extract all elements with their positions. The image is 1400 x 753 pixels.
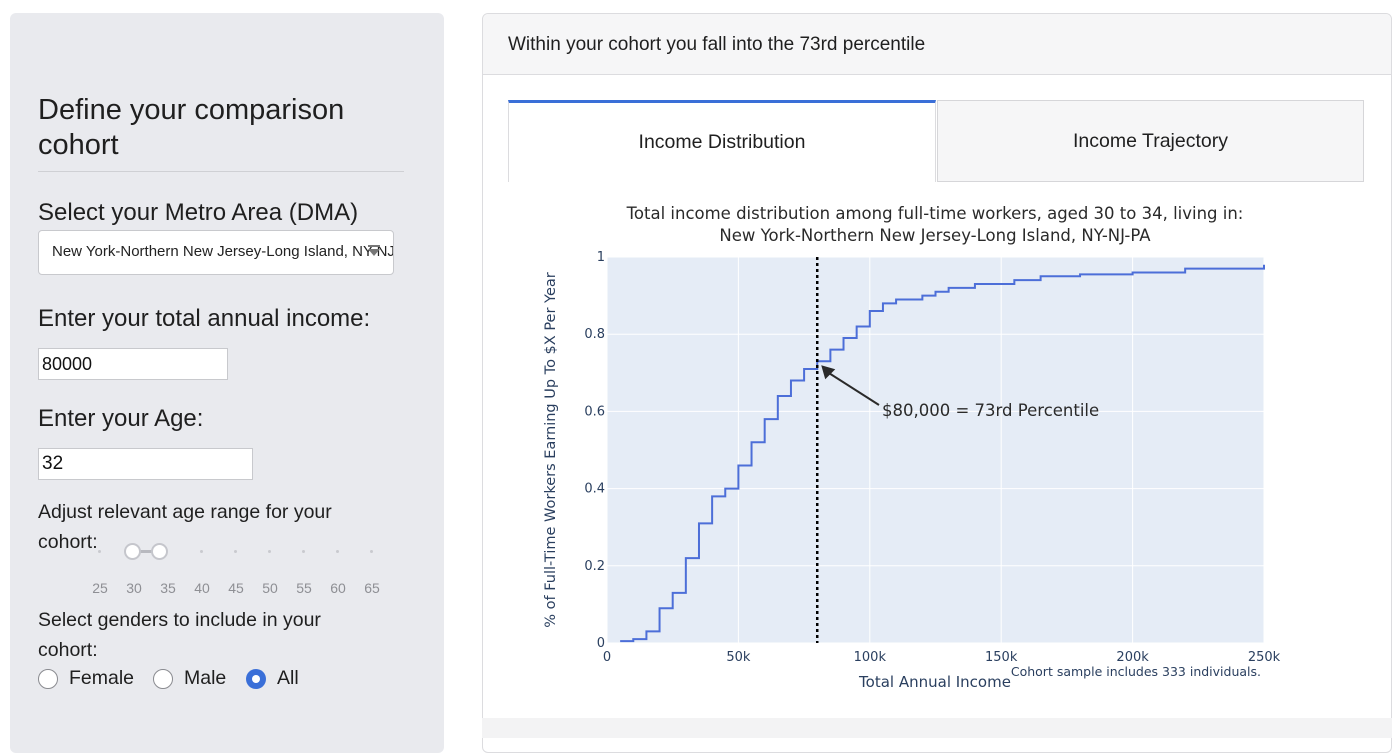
x-tick-label: 0 bbox=[603, 650, 611, 665]
y-tick-label: 0.2 bbox=[584, 559, 605, 574]
x-tick-label: 50k bbox=[726, 650, 751, 665]
radio-male[interactable] bbox=[153, 668, 173, 689]
income-input[interactable] bbox=[38, 348, 228, 380]
x-tick-label: 250k bbox=[1248, 650, 1281, 665]
panel-footer-shade bbox=[482, 718, 1392, 738]
y-axis-label: % of Full-Time Workers Earning Up To $X … bbox=[543, 272, 559, 628]
percentile-annotation: $80,000 = 73rd Percentile bbox=[882, 401, 1099, 420]
slider-tick bbox=[336, 550, 339, 553]
slider-tick bbox=[234, 550, 237, 553]
y-tick-label: 0.4 bbox=[584, 482, 605, 497]
age-label: Enter your Age: bbox=[38, 405, 204, 432]
slider-tick-label: 45 bbox=[228, 580, 244, 596]
tab-income-distribution[interactable]: Income Distribution bbox=[508, 100, 936, 182]
gender-option-label: All bbox=[277, 667, 299, 689]
slider-tick bbox=[370, 550, 373, 553]
panel-header: Within your cohort you fall into the 73r… bbox=[483, 14, 1391, 75]
tab-income-trajectory[interactable]: Income Trajectory bbox=[937, 100, 1364, 182]
slider-tick bbox=[200, 550, 203, 553]
x-tick-label: 100k bbox=[854, 650, 887, 665]
metro-select-value: New York-Northern New Jersey-Long Island… bbox=[52, 243, 394, 260]
slider-tick bbox=[302, 550, 305, 553]
annotation-arrow bbox=[828, 372, 880, 406]
slider-tick bbox=[268, 550, 271, 553]
slider-tick-label: 40 bbox=[194, 580, 210, 596]
y-tick-label: 0.8 bbox=[584, 327, 605, 342]
metro-label: Select your Metro Area (DMA) bbox=[38, 199, 359, 226]
sidebar-title: Define your comparison cohort bbox=[38, 94, 345, 161]
y-tick-label: 0 bbox=[597, 636, 605, 651]
cdf-line bbox=[620, 264, 1265, 643]
sidebar-divider bbox=[38, 171, 404, 172]
gender-option-male[interactable]: Male bbox=[153, 667, 226, 690]
slider-tick-label: 50 bbox=[262, 580, 278, 596]
age-range-label: Adjust relevant age range for your cohor… bbox=[38, 501, 332, 553]
sidebar bbox=[10, 13, 444, 753]
x-axis-label: Total Annual Income bbox=[858, 673, 1011, 691]
radio-female[interactable] bbox=[38, 668, 58, 689]
age-input[interactable] bbox=[38, 448, 253, 480]
radio-all[interactable] bbox=[246, 668, 266, 689]
gender-option-female[interactable]: Female bbox=[38, 667, 134, 690]
slider-tick-label: 30 bbox=[126, 580, 142, 596]
slider-handle-min[interactable] bbox=[124, 543, 141, 560]
metro-select[interactable]: New York-Northern New Jersey-Long Island… bbox=[38, 230, 394, 275]
y-tick-label: 1 bbox=[597, 250, 605, 265]
slider-tick-label: 35 bbox=[160, 580, 176, 596]
income-label: Enter your total annual income: bbox=[38, 305, 371, 332]
chart-title: Total income distribution among full-tim… bbox=[626, 204, 1244, 223]
select-caret-icon bbox=[368, 245, 380, 256]
annotation-arrowhead bbox=[821, 365, 836, 380]
gender-option-label: Female bbox=[69, 667, 135, 689]
chart-subtitle: New York-Northern New Jersey-Long Island… bbox=[719, 226, 1151, 245]
gender-option-label: Male bbox=[184, 667, 227, 689]
slider-handle-max[interactable] bbox=[151, 543, 168, 560]
slider-tick-label: 60 bbox=[330, 580, 346, 596]
gender-option-all[interactable]: All bbox=[246, 667, 299, 690]
slider-tick-label: 65 bbox=[364, 580, 380, 596]
y-tick-label: 0.6 bbox=[584, 404, 605, 419]
income-distribution-chart: 0 50k 100k 150k 200k 250k 0 0.2 0.4 0.6 0.8 1 Total … bbox=[543, 204, 1281, 691]
plot-area bbox=[607, 257, 1264, 643]
slider-tick-label: 55 bbox=[296, 580, 312, 596]
slider-tick bbox=[98, 550, 101, 553]
gender-label: Select genders to include in your cohort… bbox=[38, 609, 321, 661]
percentile-summary: Within your cohort you fall into the 73r… bbox=[508, 34, 926, 55]
x-tick-label: 150k bbox=[985, 650, 1018, 665]
slider-tick-label: 25 bbox=[92, 580, 108, 596]
x-tick-label: 200k bbox=[1116, 650, 1149, 665]
slider-selected-range bbox=[131, 550, 160, 553]
sample-size-note: Cohort sample includes 333 individuals. bbox=[1011, 664, 1261, 679]
